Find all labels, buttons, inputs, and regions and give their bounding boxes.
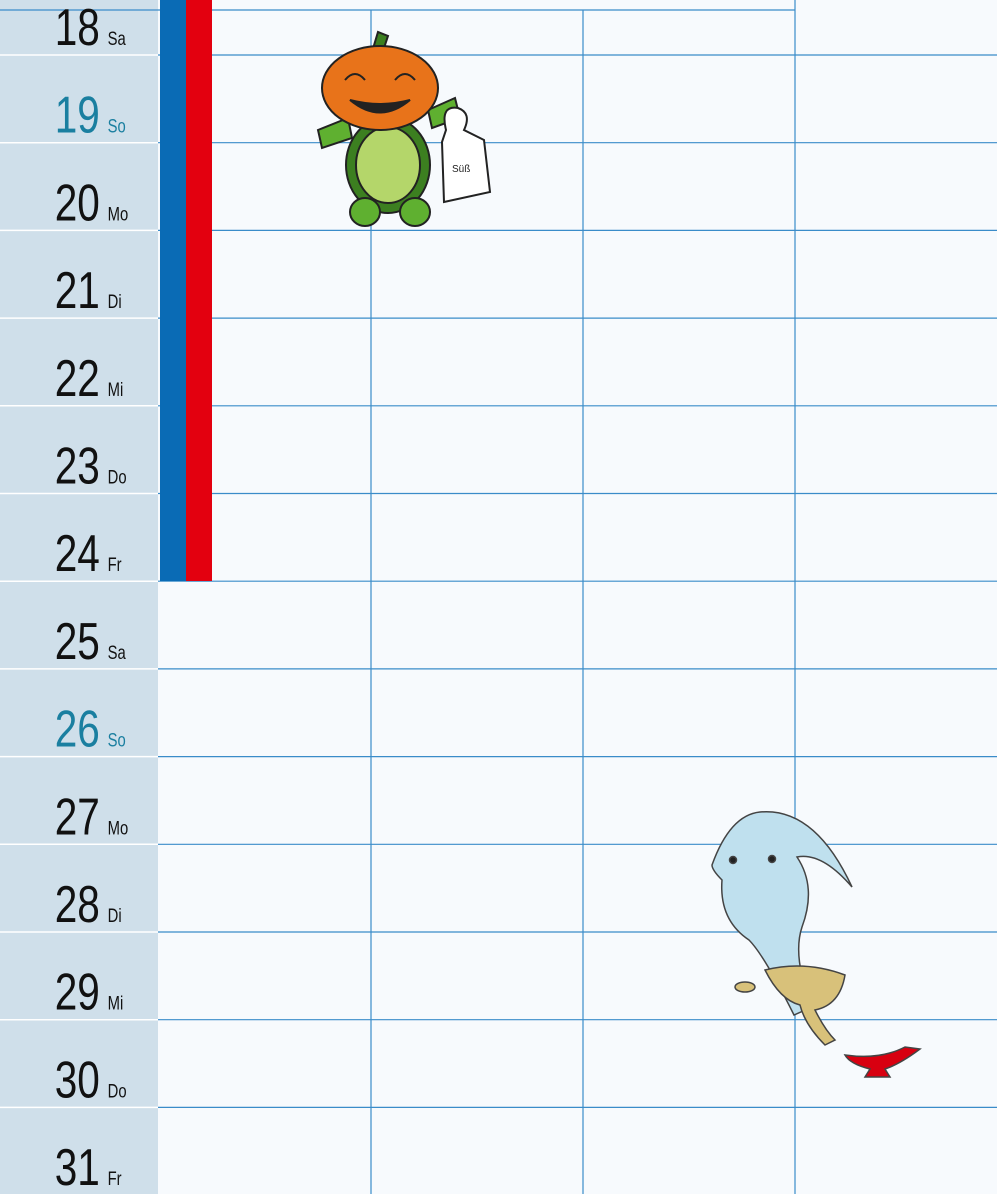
- day-number: 18: [55, 0, 100, 56]
- weekday: Mo: [108, 818, 129, 839]
- weekday: Sa: [108, 642, 127, 663]
- holiday-bar: [160, 0, 186, 581]
- weekday: Di: [108, 905, 122, 926]
- weekday: So: [108, 116, 126, 137]
- day-number: 27: [55, 787, 100, 845]
- weekday: Fr: [108, 554, 122, 575]
- day-number: 31: [55, 1138, 100, 1194]
- day-number: 29: [55, 963, 100, 1021]
- day-number: 24: [55, 524, 100, 582]
- day-number: 19: [55, 86, 100, 144]
- day-number: 30: [55, 1051, 100, 1109]
- weekday: Di: [108, 291, 122, 312]
- day-number: 26: [55, 700, 100, 758]
- day-number: 21: [55, 261, 100, 319]
- day-number: 23: [55, 437, 100, 495]
- day-number: 22: [55, 349, 100, 407]
- holiday-bar: [186, 0, 212, 581]
- weekday: Sa: [108, 28, 127, 49]
- svg-text:Süß: Süß: [452, 164, 470, 175]
- weekday: So: [108, 730, 126, 751]
- weekday: Fr: [108, 1168, 122, 1189]
- weekday: Mi: [108, 379, 124, 400]
- calendar: 18 Sa 19 So 20 Mo 21 Di 22 Mi 23 Do 24 Fr 25 Sa 26 So 27 Mo…: [0, 0, 997, 1194]
- weekday: Mi: [108, 993, 124, 1014]
- weekday: Do: [108, 467, 127, 488]
- weekday: Mo: [108, 204, 129, 225]
- weekday: Do: [108, 1081, 127, 1102]
- day-number: 28: [55, 875, 100, 933]
- page: 18 Sa 19 So 20 Mo 21 Di 22 Mi 23 Do 24 Fr 25 Sa 26 So 27 Mo…: [0, 0, 997, 1194]
- day-number: 20: [55, 174, 100, 232]
- day-number: 25: [55, 612, 100, 670]
